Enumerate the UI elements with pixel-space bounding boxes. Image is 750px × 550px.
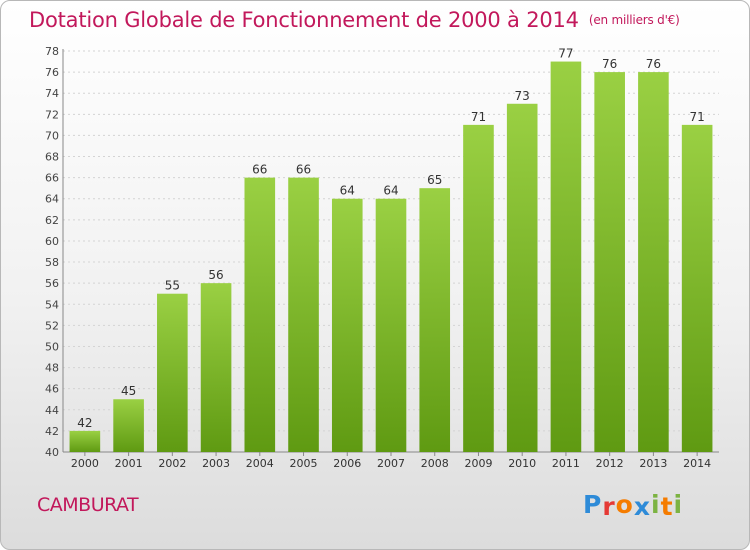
- logo-letter: t: [660, 492, 674, 521]
- logo-letter: P: [583, 490, 603, 519]
- bar-value-label: 76: [646, 57, 661, 71]
- y-tick-label: 78: [45, 45, 59, 58]
- logo-letter: x: [633, 492, 651, 521]
- logo-letter: r: [602, 492, 616, 521]
- bar-value-label: 45: [121, 384, 136, 398]
- chart-title-block: Dotation Globale de Fonctionnement de 20…: [29, 8, 680, 32]
- bar: [638, 72, 669, 453]
- x-tick-label: 2002: [158, 457, 186, 470]
- bar-value-label: 77: [558, 47, 573, 61]
- bar: [157, 293, 188, 452]
- bar-value-label: 65: [427, 173, 442, 187]
- y-tick-label: 54: [45, 298, 59, 311]
- x-tick-label: 2004: [246, 457, 274, 470]
- bar-value-label: 66: [252, 163, 267, 177]
- logo-letter: o: [615, 490, 634, 519]
- y-tick-label: 58: [45, 256, 59, 269]
- bar: [506, 103, 538, 453]
- x-tick-label: 2009: [464, 457, 492, 470]
- x-tick-label: 2010: [508, 457, 536, 470]
- bar: [419, 188, 451, 452]
- bar: [244, 177, 276, 452]
- chart-title: Dotation Globale de Fonctionnement de 20…: [29, 8, 579, 32]
- y-tick-label: 64: [45, 193, 59, 206]
- x-tick-label: 2003: [202, 457, 230, 470]
- bar: [69, 430, 101, 452]
- x-tick-label: 2008: [421, 457, 449, 470]
- x-tick-label: 2000: [71, 457, 99, 470]
- bar: [331, 198, 363, 452]
- bar: [200, 283, 232, 452]
- bar-value-label: 64: [383, 184, 398, 198]
- bar: [113, 399, 144, 452]
- x-tick-label: 2005: [290, 457, 318, 470]
- y-tick-label: 48: [45, 362, 59, 375]
- x-tick-label: 2013: [639, 457, 667, 470]
- logo-letter: i: [651, 490, 661, 519]
- bar: [463, 124, 494, 453]
- bar-value-label: 73: [515, 89, 530, 103]
- bar-value-label: 55: [165, 279, 180, 293]
- y-tick-label: 70: [45, 129, 59, 142]
- bar-value-label: 66: [296, 163, 311, 177]
- x-tick-label: 2011: [552, 457, 580, 470]
- y-tick-label: 46: [45, 383, 59, 396]
- x-tick-label: 2014: [683, 457, 711, 470]
- y-tick-label: 62: [45, 214, 59, 227]
- chart-subtitle: (en milliers d'€): [588, 13, 680, 27]
- y-tick-label: 40: [45, 446, 59, 459]
- y-tick-label: 66: [45, 172, 59, 185]
- y-tick-label: 76: [45, 66, 59, 79]
- y-tick-label: 42: [45, 425, 59, 438]
- bar: [550, 61, 582, 452]
- y-tick-label: 60: [45, 235, 59, 248]
- bar-value-label: 42: [77, 416, 92, 430]
- bar: [375, 198, 407, 452]
- y-tick-label: 72: [45, 108, 59, 121]
- bar: [594, 72, 625, 453]
- bar-value-label: 64: [340, 184, 355, 198]
- bar: [288, 177, 319, 452]
- y-tick-label: 56: [45, 277, 59, 290]
- bar-value-label: 71: [471, 110, 486, 124]
- x-tick-label: 2001: [115, 457, 143, 470]
- logo-letter: i: [673, 490, 684, 519]
- x-tick-label: 2006: [333, 457, 361, 470]
- commune-name: CAMBURAT: [37, 494, 139, 516]
- y-tick-label: 68: [45, 151, 59, 164]
- bar-value-label: 76: [602, 57, 617, 71]
- bar: [681, 124, 713, 453]
- bar-value-label: 71: [689, 110, 704, 124]
- y-tick-label: 50: [45, 340, 59, 353]
- y-tick-label: 52: [45, 319, 59, 332]
- bar-value-label: 56: [208, 268, 223, 282]
- y-tick-label: 74: [45, 87, 59, 100]
- x-tick-label: 2007: [377, 457, 405, 470]
- proxiti-logo: Proxiti: [583, 490, 684, 521]
- y-tick-label: 44: [45, 404, 59, 417]
- x-tick-label: 2012: [596, 457, 624, 470]
